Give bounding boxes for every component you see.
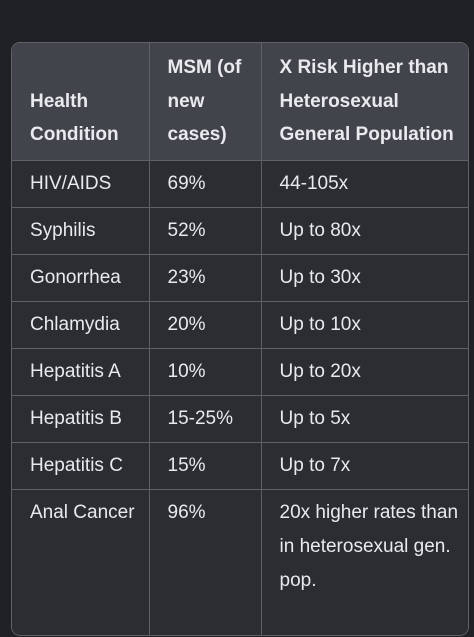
header-health-condition: Health Condition bbox=[12, 43, 150, 161]
msm-cell: 20% bbox=[148, 300, 262, 349]
table-row: Hepatitis B 15-25% Up to 5x bbox=[12, 394, 468, 443]
msm-cell: 69% bbox=[148, 159, 262, 208]
table-row: Chlamydia 20% Up to 10x bbox=[12, 300, 468, 349]
risk-cell: 44-105x bbox=[260, 159, 468, 208]
table-row: Syphilis 52% Up to 80x bbox=[12, 206, 468, 255]
health-risk-table: Health Condition MSM (of new cases) X Ri… bbox=[12, 43, 468, 635]
msm-cell: 10% bbox=[148, 347, 262, 396]
condition-cell: Gonorrhea bbox=[12, 253, 150, 302]
table-row: Hepatitis C 15% Up to 7x bbox=[12, 441, 468, 490]
condition-cell: Syphilis bbox=[12, 206, 150, 255]
condition-cell: Hepatitis C bbox=[12, 441, 150, 490]
table-row: Anal Cancer 96% 20x higher rates than in… bbox=[12, 488, 468, 635]
table-row: HIV/AIDS 69% 44-105x bbox=[12, 159, 468, 208]
risk-cell: Up to 20x bbox=[260, 347, 468, 396]
risk-cell: Up to 10x bbox=[260, 300, 468, 349]
msm-cell: 96% bbox=[148, 488, 262, 635]
msm-cell: 52% bbox=[148, 206, 262, 255]
risk-cell: Up to 30x bbox=[260, 253, 468, 302]
msm-cell: 15-25% bbox=[148, 394, 262, 443]
risk-cell: Up to 80x bbox=[260, 206, 468, 255]
condition-cell: Hepatitis A bbox=[12, 347, 150, 396]
table-row: Gonorrhea 23% Up to 30x bbox=[12, 253, 468, 302]
header-x-risk-higher: X Risk Higher than Heterosexual General … bbox=[260, 43, 468, 161]
msm-cell: 23% bbox=[148, 253, 262, 302]
msm-cell: 15% bbox=[148, 441, 262, 490]
condition-cell: Hepatitis B bbox=[12, 394, 150, 443]
risk-cell: Up to 7x bbox=[260, 441, 468, 490]
header-msm-new-cases: MSM (of new cases) bbox=[148, 43, 262, 161]
condition-cell: HIV/AIDS bbox=[12, 159, 150, 208]
table-row: Hepatitis A 10% Up to 20x bbox=[12, 347, 468, 396]
condition-cell: Anal Cancer bbox=[12, 488, 150, 635]
data-table-container: Health Condition MSM (of new cases) X Ri… bbox=[11, 42, 469, 636]
table-header-row: Health Condition MSM (of new cases) X Ri… bbox=[12, 43, 468, 161]
risk-cell: 20x higher rates than in heterosexual ge… bbox=[260, 488, 468, 635]
condition-cell: Chlamydia bbox=[12, 300, 150, 349]
risk-cell: Up to 5x bbox=[260, 394, 468, 443]
